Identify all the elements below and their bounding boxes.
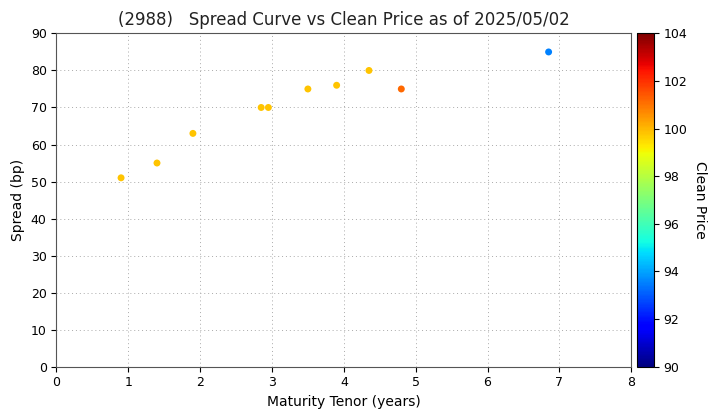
Point bbox=[331, 82, 343, 89]
Point bbox=[115, 174, 127, 181]
X-axis label: Maturity Tenor (years): Maturity Tenor (years) bbox=[267, 395, 420, 409]
Point bbox=[363, 67, 374, 74]
Point bbox=[256, 104, 267, 111]
Point bbox=[151, 160, 163, 166]
Point bbox=[302, 86, 314, 92]
Title: (2988)   Spread Curve vs Clean Price as of 2025/05/02: (2988) Spread Curve vs Clean Price as of… bbox=[118, 11, 570, 29]
Point bbox=[543, 49, 554, 55]
Y-axis label: Spread (bp): Spread (bp) bbox=[11, 159, 25, 241]
Y-axis label: Clean Price: Clean Price bbox=[693, 161, 707, 239]
Point bbox=[187, 130, 199, 137]
Point bbox=[263, 104, 274, 111]
Point bbox=[395, 86, 407, 92]
